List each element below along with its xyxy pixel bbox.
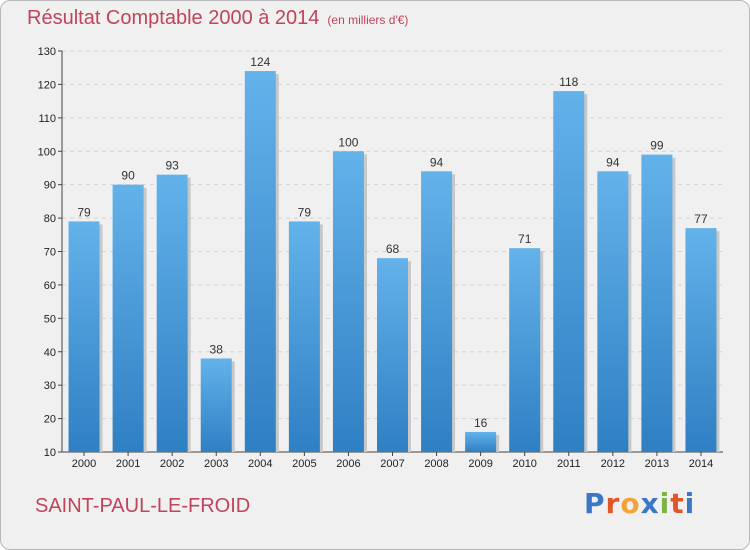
x-tick-label: 2000 (72, 458, 96, 470)
data-label: 124 (250, 55, 270, 69)
x-tick-label: 2004 (248, 458, 272, 470)
y-tick-label: 130 (38, 46, 56, 58)
x-tick-label: 2011 (557, 458, 581, 470)
bar (509, 248, 541, 452)
data-label: 79 (77, 205, 91, 219)
data-label: 38 (210, 342, 224, 356)
x-tick-label: 2007 (380, 458, 404, 470)
proxiti-logo: Proxiti (584, 487, 695, 520)
data-label: 93 (165, 159, 179, 173)
bar (465, 431, 497, 452)
data-label: 79 (298, 205, 312, 219)
bar (332, 151, 364, 452)
bar (641, 154, 673, 452)
x-tick-label: 2014 (689, 458, 713, 470)
chart-title-text: Résultat Comptable 2000 à 2014 (27, 7, 320, 29)
bar (421, 171, 453, 453)
x-tick-label: 2012 (601, 458, 625, 470)
data-label: 77 (694, 212, 708, 226)
y-tick-label: 100 (38, 146, 56, 158)
place-name: SAINT-PAUL-LE-FROID (35, 495, 251, 517)
x-tick-label: 2009 (468, 458, 492, 470)
bar (377, 258, 408, 452)
data-label: 94 (606, 155, 620, 169)
y-tick-label: 10 (44, 447, 56, 459)
bar (288, 221, 320, 452)
logo-letter: i (659, 487, 671, 520)
bar (685, 228, 717, 452)
data-label: 100 (338, 135, 358, 149)
bar (244, 71, 276, 453)
y-tick-label: 60 (44, 280, 56, 292)
x-tick-label: 2001 (116, 458, 140, 470)
data-label: 16 (474, 416, 488, 430)
bar (112, 184, 144, 452)
bar (553, 91, 585, 452)
x-tick-label: 2005 (292, 458, 316, 470)
x-tick-label: 2006 (336, 458, 360, 470)
bar (156, 174, 188, 452)
data-label: 118 (559, 75, 578, 89)
data-label: 94 (430, 155, 444, 169)
bar (200, 358, 232, 452)
bar (597, 171, 629, 453)
x-tick-label: 2003 (204, 458, 228, 470)
data-label: 71 (518, 232, 532, 246)
bar (68, 221, 100, 452)
y-tick-label: 30 (44, 380, 56, 392)
x-tick-label: 2013 (645, 458, 669, 470)
chart-title: Résultat Comptable 2000 à 2014 (en millie… (27, 7, 408, 30)
y-tick-label: 20 (44, 414, 56, 426)
x-tick-label: 2008 (424, 458, 448, 470)
logo-letter: t (670, 487, 685, 520)
y-tick-label: 50 (44, 313, 56, 325)
y-tick-label: 110 (38, 113, 56, 125)
logo-letter: r (605, 487, 621, 520)
logo-letter: o (620, 487, 641, 520)
chart-subtitle: (en milliers d'€) (327, 13, 409, 27)
x-tick-label: 2010 (512, 458, 536, 470)
x-tick-label: 2002 (160, 458, 184, 470)
y-tick-label: 120 (38, 79, 56, 91)
y-tick-label: 40 (44, 347, 56, 359)
data-label: 90 (121, 169, 135, 183)
logo-letter: P (584, 487, 606, 520)
y-tick-label: 70 (44, 247, 56, 259)
y-tick-label: 80 (44, 213, 56, 225)
logo-letter: i (684, 487, 696, 520)
y-tick-label: 90 (44, 180, 56, 192)
logo-letter: x (640, 487, 660, 520)
data-label: 99 (650, 139, 664, 153)
data-label: 68 (386, 242, 400, 256)
